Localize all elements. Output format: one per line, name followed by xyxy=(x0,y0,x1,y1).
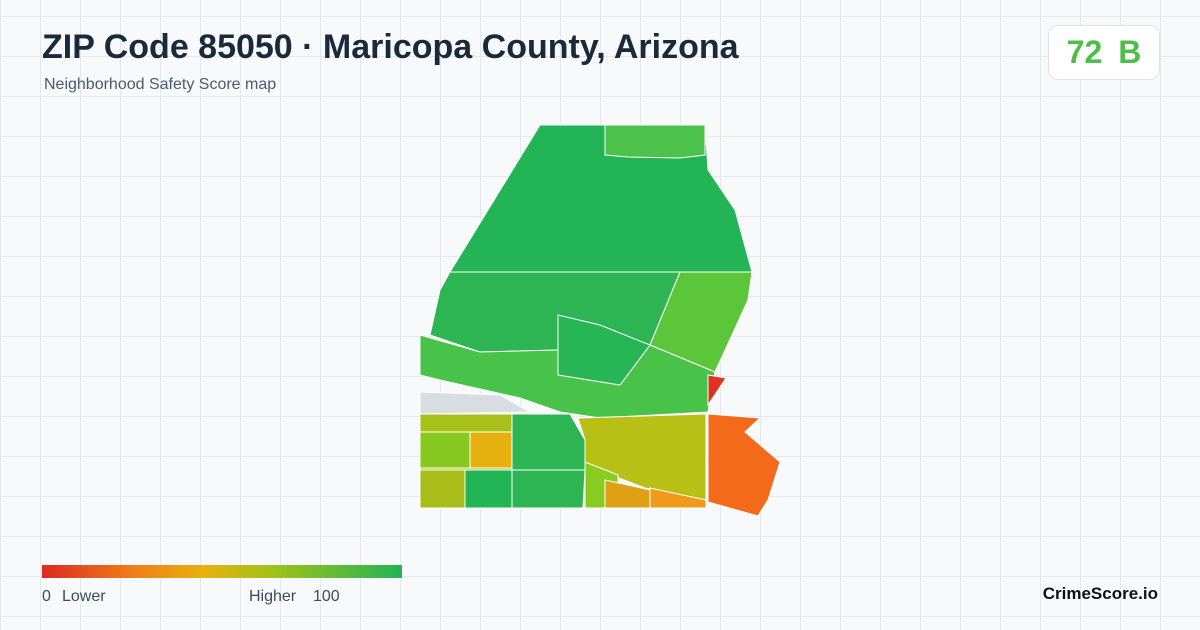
region xyxy=(464,469,513,509)
region xyxy=(419,391,532,415)
region xyxy=(419,469,466,509)
subtitle: Neighborhood Safety Score map xyxy=(44,76,277,93)
region xyxy=(649,487,707,509)
region xyxy=(707,374,727,407)
region xyxy=(577,413,707,501)
region xyxy=(511,469,586,509)
region xyxy=(419,431,471,469)
region xyxy=(649,271,753,373)
title: ZIP Code 85050 · Maricopa County, Arizon… xyxy=(42,28,739,66)
grade: B xyxy=(1118,34,1142,70)
region xyxy=(557,314,651,386)
region xyxy=(449,124,753,273)
region xyxy=(429,271,681,353)
legend-min-label: Lower xyxy=(62,588,106,605)
region xyxy=(469,431,513,469)
legend-max-label: Higher xyxy=(249,588,297,605)
score: 72 xyxy=(1066,34,1103,70)
region xyxy=(707,413,781,517)
brand: CrimeScore.io xyxy=(1042,584,1158,603)
legend-gradient xyxy=(42,565,402,578)
legend-min: 0 xyxy=(42,588,51,605)
region xyxy=(511,413,586,471)
region xyxy=(604,124,706,159)
score-badge: 72 B xyxy=(1048,25,1160,80)
legend-max: 100 xyxy=(313,588,340,605)
